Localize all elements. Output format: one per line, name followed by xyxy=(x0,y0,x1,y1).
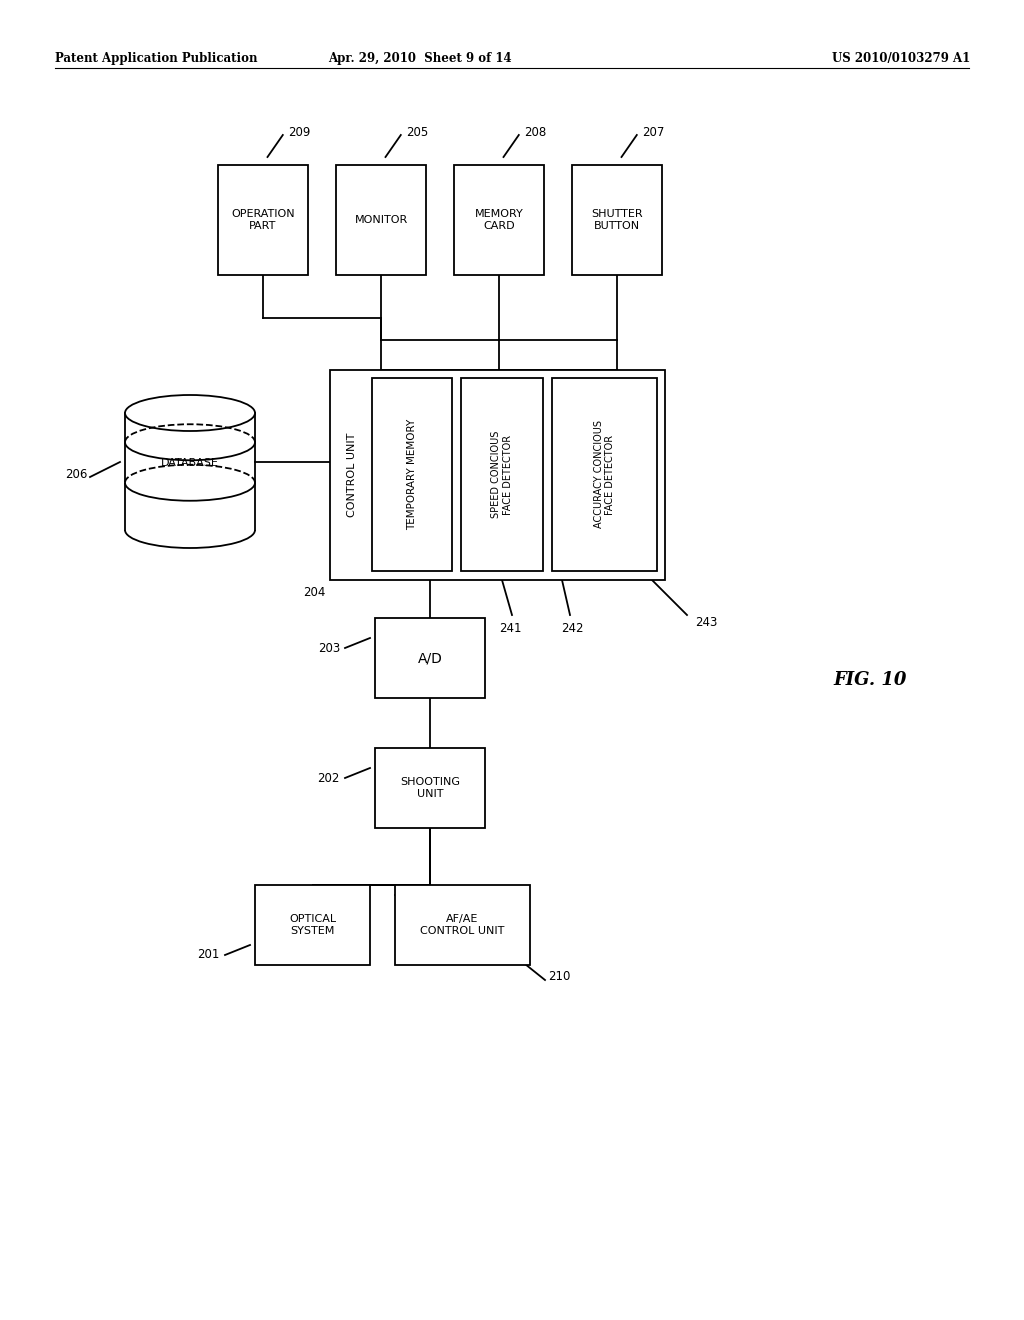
Text: 203: 203 xyxy=(317,642,340,655)
Text: 207: 207 xyxy=(642,125,665,139)
Text: 208: 208 xyxy=(524,125,546,139)
Text: 204: 204 xyxy=(303,586,325,598)
Bar xyxy=(372,378,452,572)
Text: A/D: A/D xyxy=(418,651,442,665)
Bar xyxy=(395,884,530,965)
Bar xyxy=(255,884,370,965)
Text: SHOOTING
UNIT: SHOOTING UNIT xyxy=(400,777,460,799)
Text: 205: 205 xyxy=(406,125,428,139)
Text: 242: 242 xyxy=(561,622,584,635)
Text: 202: 202 xyxy=(317,771,340,784)
Bar xyxy=(461,378,543,572)
Text: Patent Application Publication: Patent Application Publication xyxy=(55,51,257,65)
Bar xyxy=(375,618,485,698)
Text: 210: 210 xyxy=(548,970,570,983)
Text: 209: 209 xyxy=(288,125,310,139)
Text: 243: 243 xyxy=(695,615,718,628)
Bar xyxy=(454,165,544,275)
Bar xyxy=(330,370,665,579)
Text: FIG. 10: FIG. 10 xyxy=(834,671,906,689)
Text: ACCURACY CONCIOUS
FACE DETECTOR: ACCURACY CONCIOUS FACE DETECTOR xyxy=(594,421,615,528)
Text: MONITOR: MONITOR xyxy=(354,215,408,224)
Bar xyxy=(218,165,308,275)
Text: SPEED CONCIOUS
FACE DETECTOR: SPEED CONCIOUS FACE DETECTOR xyxy=(492,430,513,519)
Text: DATABASE: DATABASE xyxy=(161,458,219,467)
Text: OPTICAL
SYSTEM: OPTICAL SYSTEM xyxy=(289,915,336,936)
Bar xyxy=(572,165,662,275)
Text: MEMORY
CARD: MEMORY CARD xyxy=(475,209,523,231)
Text: OPERATION
PART: OPERATION PART xyxy=(231,209,295,231)
Text: AF/AE
CONTROL UNIT: AF/AE CONTROL UNIT xyxy=(420,915,505,936)
Text: 201: 201 xyxy=(198,949,220,961)
Bar xyxy=(336,165,426,275)
Text: 206: 206 xyxy=(65,467,87,480)
Text: Apr. 29, 2010  Sheet 9 of 14: Apr. 29, 2010 Sheet 9 of 14 xyxy=(328,51,512,65)
Text: 241: 241 xyxy=(499,622,521,635)
Text: US 2010/0103279 A1: US 2010/0103279 A1 xyxy=(831,51,970,65)
Ellipse shape xyxy=(125,395,255,432)
Text: TEMPORARY MEMORY: TEMPORARY MEMORY xyxy=(407,418,417,531)
Bar xyxy=(552,378,657,572)
Text: SHUTTER
BUTTON: SHUTTER BUTTON xyxy=(591,209,643,231)
Text: CONTROL UNIT: CONTROL UNIT xyxy=(347,433,357,517)
Bar xyxy=(375,748,485,828)
